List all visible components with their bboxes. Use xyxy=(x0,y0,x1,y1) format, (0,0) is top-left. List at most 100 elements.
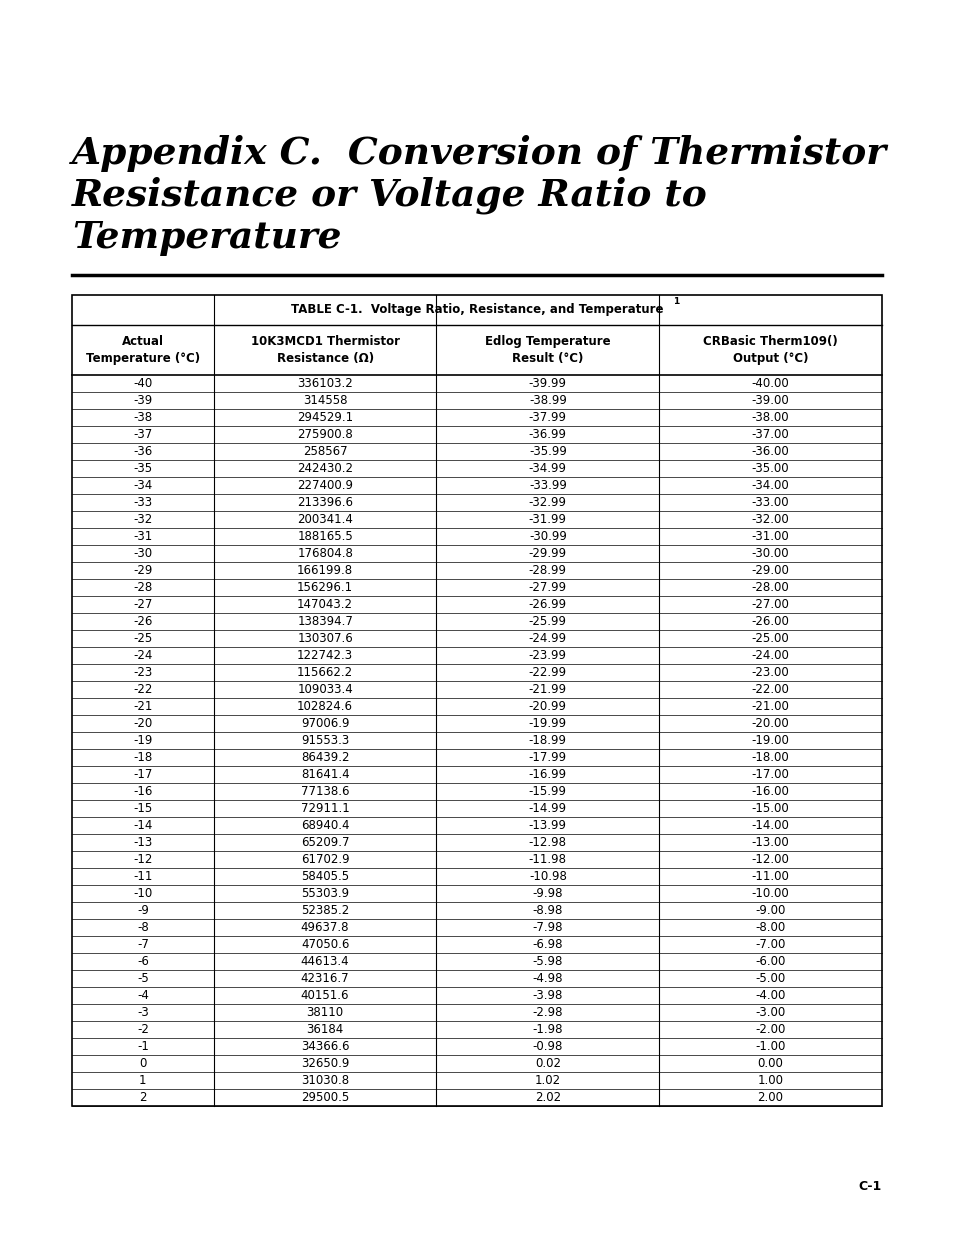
Text: -33: -33 xyxy=(133,496,152,509)
Text: -7.98: -7.98 xyxy=(532,921,562,934)
Text: -2.98: -2.98 xyxy=(532,1007,562,1019)
Text: -31: -31 xyxy=(133,530,152,543)
Text: Resistance or Voltage Ratio to: Resistance or Voltage Ratio to xyxy=(71,177,707,215)
Text: -29: -29 xyxy=(133,564,152,577)
Text: -4: -4 xyxy=(137,989,149,1002)
Text: 0: 0 xyxy=(139,1057,147,1070)
Text: -9.98: -9.98 xyxy=(532,887,562,900)
Text: -26.00: -26.00 xyxy=(751,615,789,629)
Text: -21: -21 xyxy=(133,700,152,713)
Text: -4.98: -4.98 xyxy=(532,972,562,986)
Text: 188165.5: 188165.5 xyxy=(297,530,353,543)
Text: -0.98: -0.98 xyxy=(532,1040,562,1053)
Text: Edlog Temperature: Edlog Temperature xyxy=(484,335,610,348)
Text: -6.98: -6.98 xyxy=(532,939,562,951)
Text: -19: -19 xyxy=(133,734,152,747)
Text: 176804.8: 176804.8 xyxy=(297,547,353,559)
Text: -3.00: -3.00 xyxy=(755,1007,785,1019)
Text: 58405.5: 58405.5 xyxy=(301,869,349,883)
Text: -26.99: -26.99 xyxy=(528,598,566,611)
Text: 34366.6: 34366.6 xyxy=(300,1040,349,1053)
Text: -3: -3 xyxy=(137,1007,149,1019)
Text: 86439.2: 86439.2 xyxy=(300,751,349,764)
Text: 0.00: 0.00 xyxy=(757,1057,782,1070)
Text: -23: -23 xyxy=(133,666,152,679)
Text: -22.99: -22.99 xyxy=(528,666,566,679)
Text: -8: -8 xyxy=(137,921,149,934)
Text: -19.99: -19.99 xyxy=(528,718,566,730)
Text: -34.99: -34.99 xyxy=(528,462,566,475)
Text: -27.00: -27.00 xyxy=(751,598,789,611)
Text: 1.02: 1.02 xyxy=(535,1074,560,1087)
Text: -30.00: -30.00 xyxy=(751,547,789,559)
Text: -17.00: -17.00 xyxy=(751,768,789,781)
Text: -14: -14 xyxy=(133,819,152,832)
Text: 213396.6: 213396.6 xyxy=(296,496,353,509)
Text: -35.99: -35.99 xyxy=(528,445,566,458)
Text: -14.99: -14.99 xyxy=(528,802,566,815)
Text: -16.00: -16.00 xyxy=(751,785,789,798)
Text: -28.99: -28.99 xyxy=(528,564,566,577)
Text: -24: -24 xyxy=(133,650,152,662)
Text: -22.00: -22.00 xyxy=(751,683,789,697)
Text: -29.00: -29.00 xyxy=(751,564,789,577)
Text: -39.00: -39.00 xyxy=(751,394,789,408)
Text: -12.98: -12.98 xyxy=(528,836,566,848)
Text: -32.00: -32.00 xyxy=(751,513,789,526)
Text: -11.00: -11.00 xyxy=(751,869,789,883)
Text: 38110: 38110 xyxy=(306,1007,343,1019)
Text: 77138.6: 77138.6 xyxy=(300,785,349,798)
Text: 40151.6: 40151.6 xyxy=(300,989,349,1002)
Text: -13.00: -13.00 xyxy=(751,836,789,848)
Text: -7.00: -7.00 xyxy=(755,939,785,951)
Text: 2.02: 2.02 xyxy=(535,1091,560,1104)
Text: -36.99: -36.99 xyxy=(528,429,566,441)
Text: -11.98: -11.98 xyxy=(528,853,566,866)
Text: 52385.2: 52385.2 xyxy=(301,904,349,918)
Text: 81641.4: 81641.4 xyxy=(300,768,349,781)
Text: -5.00: -5.00 xyxy=(755,972,785,986)
Text: 49637.8: 49637.8 xyxy=(300,921,349,934)
Text: 102824.6: 102824.6 xyxy=(296,700,353,713)
Text: -23.99: -23.99 xyxy=(528,650,566,662)
Text: -12: -12 xyxy=(133,853,152,866)
Text: -15: -15 xyxy=(133,802,152,815)
Text: 10K3MCD1 Thermistor: 10K3MCD1 Thermistor xyxy=(251,335,399,348)
Text: -5: -5 xyxy=(137,972,149,986)
Text: -13: -13 xyxy=(133,836,152,848)
Text: -4.00: -4.00 xyxy=(755,989,785,1002)
Text: 122742.3: 122742.3 xyxy=(296,650,353,662)
Text: -25: -25 xyxy=(133,632,152,645)
Text: -28: -28 xyxy=(133,580,152,594)
Text: -27.99: -27.99 xyxy=(528,580,566,594)
Text: -17.99: -17.99 xyxy=(528,751,566,764)
Text: -10.98: -10.98 xyxy=(528,869,566,883)
Text: TABLE C-1.  Voltage Ratio, Resistance, and Temperature: TABLE C-1. Voltage Ratio, Resistance, an… xyxy=(291,304,662,316)
Text: -17: -17 xyxy=(133,768,152,781)
Text: -31.99: -31.99 xyxy=(528,513,566,526)
Text: -32: -32 xyxy=(133,513,152,526)
Text: -6: -6 xyxy=(137,955,149,968)
Text: 258567: 258567 xyxy=(302,445,347,458)
Text: -20: -20 xyxy=(133,718,152,730)
Text: CRBasic Therm109(): CRBasic Therm109() xyxy=(702,335,837,348)
Text: -33.99: -33.99 xyxy=(528,479,566,492)
Text: 156296.1: 156296.1 xyxy=(296,580,353,594)
Text: -37.99: -37.99 xyxy=(528,411,566,424)
Text: 1: 1 xyxy=(672,296,679,306)
Text: -12.00: -12.00 xyxy=(751,853,789,866)
Text: 138394.7: 138394.7 xyxy=(297,615,353,629)
Text: -19.00: -19.00 xyxy=(751,734,789,747)
Text: -20.99: -20.99 xyxy=(528,700,566,713)
Text: -7: -7 xyxy=(137,939,149,951)
Text: -31.00: -31.00 xyxy=(751,530,789,543)
Text: 32650.9: 32650.9 xyxy=(300,1057,349,1070)
Text: 1.00: 1.00 xyxy=(757,1074,782,1087)
Text: Appendix C.  Conversion of Thermistor: Appendix C. Conversion of Thermistor xyxy=(71,135,886,172)
Text: 115662.2: 115662.2 xyxy=(296,666,353,679)
Text: 336103.2: 336103.2 xyxy=(297,377,353,390)
Text: -36.00: -36.00 xyxy=(751,445,789,458)
Text: 44613.4: 44613.4 xyxy=(300,955,349,968)
Text: -3.98: -3.98 xyxy=(532,989,562,1002)
Text: -1.98: -1.98 xyxy=(532,1023,562,1036)
